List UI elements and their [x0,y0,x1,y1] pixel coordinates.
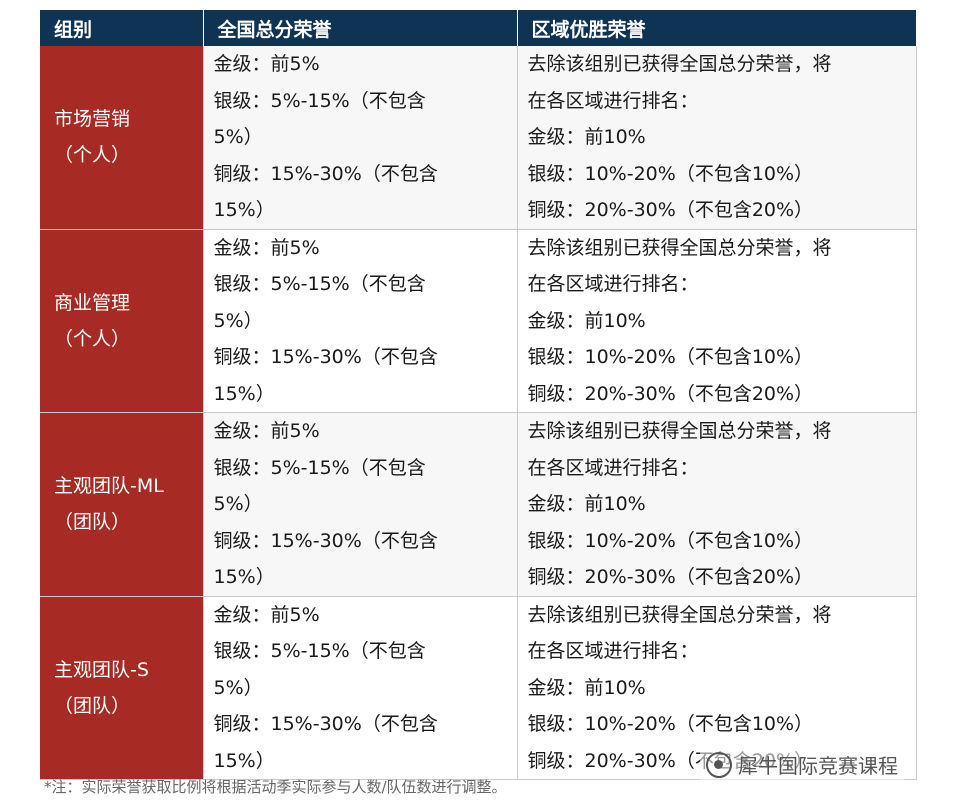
regional-cell: 去除该组别已获得全国总分荣誉，将 在各区域进行排名： 金级：前10% 银级：10… [517,229,917,413]
national-line: 铜级：15%-30%（不包含 [213,162,438,185]
national-cell: 金级：前5% 银级：5%-15%（不包含 5%） 铜级：15%-30%（不包含 … [203,229,518,413]
group-name: 主观团队-S [54,658,149,681]
watermark-text: 犀牛国际竞赛课程 [738,754,898,778]
group-type: （团队） [54,511,131,534]
honors-table: 组别 全国总分荣誉 区域优胜荣誉 市场营销 （个人） 金级：前5% 银级：5%-… [40,10,917,780]
regional-line: 铜级：20%-30%（不包含20%） [527,382,814,405]
national-line: 金级：前5% [213,420,320,442]
national-cell: 金级：前5% 银级：5%-15%（不包含 5%） 铜级：15%-30%（不包含 … [203,46,518,230]
header-regional: 区域优胜荣誉 [517,10,916,46]
group-cell: 主观团队-ML （团队） [40,412,204,597]
table-row: 主观团队-ML （团队） 金级：前5% 银级：5%-15%（不包含 5%） 铜级… [40,412,917,597]
national-line: 银级：5%-15%（不包含 [213,456,426,479]
national-cell: 金级：前5% 银级：5%-15%（不包含 5%） 铜级：15%-30%（不包含 … [203,412,518,597]
table-header-row: 组别 全国总分荣誉 区域优胜荣誉 [40,10,916,46]
regional-line: 银级：10%-20%（不包含10%） [527,529,814,552]
regional-line: 铜级：20%-30%（不包含20%） [527,566,814,588]
regional-line: 在各区域进行排名： [527,456,699,479]
national-line: 金级：前5% [213,603,320,626]
group-type: （个人） [54,144,131,167]
national-line: 5%） [213,309,263,332]
national-line: 5%） [213,676,263,699]
table-row: 市场营销 （个人） 金级：前5% 银级：5%-15%（不包含 5%） 铜级：15… [40,46,917,230]
group-name: 商业管理 [54,291,131,314]
regional-line: 铜级：20%-30%（不包含20%） [527,199,814,221]
national-line: 银级：5%-15%（不包含 [213,273,426,295]
group-name: 主观团队-ML [54,475,164,498]
national-line: 15%） [213,749,275,772]
regional-line: 金级：前10% [527,676,646,699]
national-line: 银级：5%-15%（不包含 [213,89,426,112]
regional-line: 金级：前10% [527,493,646,515]
group-cell: 市场营销 （个人） [40,46,204,230]
regional-line: 银级：10%-20%（不包含10%） [527,162,814,185]
group-name: 市场营销 [54,108,131,131]
regional-line: 银级：10%-20%（不包含10%） [527,713,814,735]
regional-line: 在各区域进行排名： [527,89,699,112]
header-national: 全国总分荣誉 [203,10,518,46]
national-line: 铜级：15%-30%（不包含 [213,346,438,368]
national-cell: 金级：前5% 银级：5%-15%（不包含 5%） 铜级：15%-30%（不包含 … [203,596,518,780]
national-line: 15%） [213,566,275,588]
group-cell: 商业管理 （个人） [40,229,204,413]
national-line: 铜级：15%-30%（不包含 [213,529,438,552]
regional-line: 金级：前10% [527,126,646,148]
table-row: 商业管理 （个人） 金级：前5% 银级：5%-15%（不包含 5%） 铜级：15… [40,229,917,413]
group-cell: 主观团队-S （团队） [40,596,204,780]
footnote: *注：实际荣誉获取比例将根据活动季实际参与人数/队伍数进行调整。 [44,778,507,796]
national-line: 15%） [213,382,275,405]
regional-line: 去除该组别已获得全国总分荣誉，将 [527,420,832,442]
national-line: 5%） [213,126,263,148]
group-type: （个人） [54,327,131,350]
header-group: 组别 [40,10,204,46]
national-line: 金级：前5% [213,236,320,259]
regional-line: 金级：前10% [527,309,646,332]
regional-line: 在各区域进行排名： [527,273,699,295]
regional-line: 去除该组别已获得全国总分荣誉，将 [527,53,832,75]
watermark: 犀牛国际竞赛课程 [700,748,904,781]
national-line: 铜级：15%-30%（不包含 [213,713,438,735]
national-line: 银级：5%-15%（不包含 [213,640,426,662]
regional-line: 银级：10%-20%（不包含10%） [527,346,814,368]
national-line: 5%） [213,493,263,515]
regional-cell: 去除该组别已获得全国总分荣誉，将 在各区域进行排名： 金级：前10% 银级：10… [517,46,917,230]
honors-table-frame: 组别 全国总分荣誉 区域优胜荣誉 市场营销 （个人） 金级：前5% 银级：5%-… [40,10,917,780]
regional-line: 在各区域进行排名： [527,640,699,662]
regional-cell: 去除该组别已获得全国总分荣誉，将 在各区域进行排名： 金级：前10% 银级：10… [517,412,917,597]
national-line: 金级：前5% [213,53,320,75]
group-type: （团队） [54,694,131,717]
regional-line: 去除该组别已获得全国总分荣誉，将 [527,236,832,259]
wechat-account-icon [706,751,732,778]
national-line: 15%） [213,199,275,221]
regional-line: 去除该组别已获得全国总分荣誉，将 [527,603,832,626]
